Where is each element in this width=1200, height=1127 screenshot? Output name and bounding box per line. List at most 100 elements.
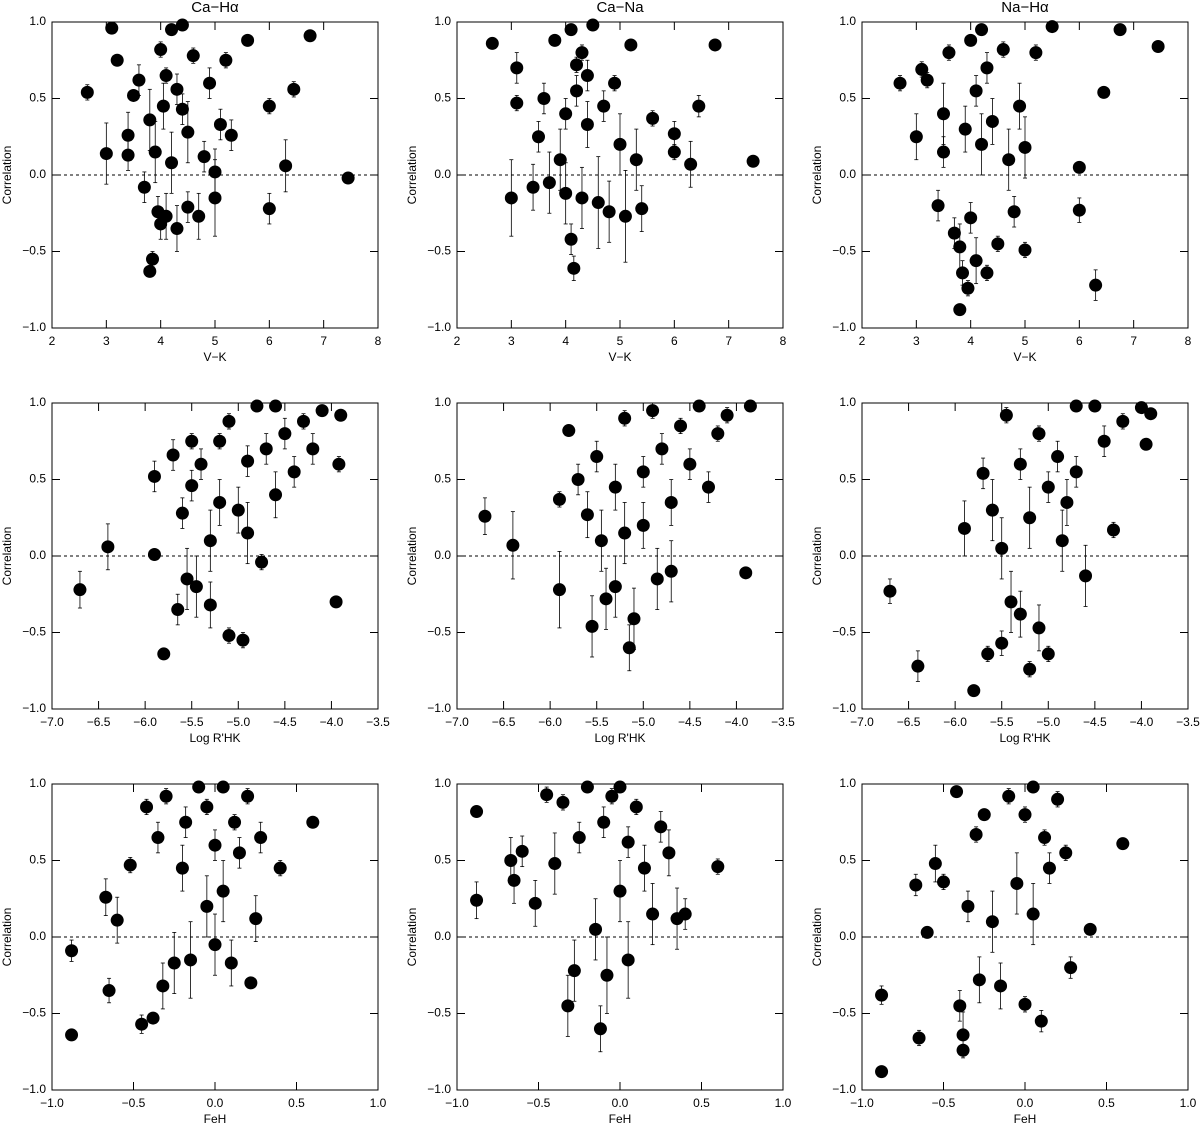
point bbox=[200, 800, 214, 814]
y-axis-label: Correlation bbox=[405, 527, 419, 586]
x-axis-label: FeH bbox=[609, 1112, 632, 1126]
point bbox=[269, 399, 283, 413]
point bbox=[1007, 205, 1021, 219]
point bbox=[154, 43, 168, 57]
point bbox=[621, 953, 635, 967]
point bbox=[655, 442, 669, 456]
y-tick-label: 1.0 bbox=[29, 14, 46, 28]
point bbox=[602, 205, 616, 219]
point bbox=[909, 130, 923, 144]
point bbox=[746, 154, 760, 168]
point bbox=[228, 815, 242, 829]
point bbox=[515, 844, 529, 858]
point bbox=[1010, 876, 1024, 890]
x-tick-label: 4 bbox=[562, 334, 569, 348]
point bbox=[570, 84, 584, 98]
point bbox=[143, 113, 157, 127]
x-tick-label: 7 bbox=[725, 334, 732, 348]
point bbox=[627, 612, 641, 626]
point bbox=[189, 580, 203, 594]
point bbox=[964, 211, 978, 225]
x-axis-label: V−K bbox=[1013, 350, 1036, 364]
point bbox=[146, 1011, 160, 1025]
y-tick-label: 0.5 bbox=[839, 91, 856, 105]
point bbox=[909, 878, 923, 892]
point bbox=[613, 780, 627, 794]
point bbox=[224, 128, 238, 142]
point bbox=[213, 434, 227, 448]
y-tick-label: −0.5 bbox=[427, 1006, 451, 1020]
point bbox=[635, 202, 649, 216]
point bbox=[121, 148, 135, 162]
point bbox=[622, 641, 636, 655]
point bbox=[920, 925, 934, 939]
x-tick-label: −0.5 bbox=[527, 1096, 551, 1110]
point bbox=[231, 503, 245, 517]
x-tick-label: −4.0 bbox=[725, 715, 749, 729]
point bbox=[575, 191, 589, 205]
point bbox=[553, 153, 567, 167]
point bbox=[470, 805, 484, 819]
point bbox=[510, 96, 524, 110]
y-tick-label: 1.0 bbox=[839, 395, 856, 409]
point bbox=[875, 988, 889, 1002]
x-tick-label: 3 bbox=[103, 334, 110, 348]
point bbox=[711, 427, 725, 441]
point bbox=[883, 584, 897, 598]
point bbox=[1088, 399, 1102, 413]
y-tick-label: 0.5 bbox=[434, 91, 451, 105]
point bbox=[185, 434, 199, 448]
point bbox=[213, 495, 227, 509]
point bbox=[1002, 153, 1016, 167]
x-tick-label: −5.5 bbox=[585, 715, 609, 729]
x-tick-label: 2 bbox=[454, 334, 461, 348]
point bbox=[580, 508, 594, 522]
point bbox=[1013, 457, 1027, 471]
point bbox=[977, 808, 991, 822]
point bbox=[526, 180, 540, 194]
point bbox=[315, 404, 329, 418]
point bbox=[165, 156, 179, 170]
point bbox=[708, 38, 722, 52]
point bbox=[969, 827, 983, 841]
point bbox=[667, 127, 681, 141]
x-tick-label: −7.0 bbox=[850, 715, 874, 729]
y-tick-label: 1.0 bbox=[29, 395, 46, 409]
point bbox=[976, 466, 990, 480]
y-tick-label: −0.5 bbox=[427, 244, 451, 258]
x-axis-label: Log R'HK bbox=[190, 731, 241, 745]
point bbox=[571, 473, 585, 486]
point bbox=[692, 399, 706, 413]
point bbox=[1026, 780, 1040, 794]
point bbox=[147, 547, 161, 561]
point bbox=[200, 899, 214, 913]
point bbox=[278, 427, 292, 441]
x-tick-label: 2 bbox=[49, 334, 56, 348]
point bbox=[953, 999, 967, 1013]
point bbox=[1106, 523, 1120, 537]
point bbox=[80, 85, 94, 99]
point bbox=[995, 541, 1009, 555]
point bbox=[156, 99, 170, 113]
point bbox=[911, 659, 925, 673]
point bbox=[287, 465, 301, 479]
point bbox=[937, 145, 950, 159]
point bbox=[254, 831, 268, 845]
point bbox=[1051, 792, 1065, 806]
point bbox=[194, 457, 208, 471]
point bbox=[175, 18, 189, 32]
point bbox=[972, 973, 986, 987]
x-tick-label: 0.0 bbox=[207, 1096, 224, 1110]
panel-title: Ca−Na bbox=[596, 0, 644, 16]
x-axis-label: FeH bbox=[1014, 1112, 1037, 1126]
point bbox=[132, 73, 146, 87]
point bbox=[621, 835, 635, 849]
point bbox=[269, 488, 283, 502]
point bbox=[975, 23, 989, 37]
x-tick-label: 4 bbox=[967, 334, 974, 348]
point bbox=[580, 118, 594, 132]
point bbox=[1023, 662, 1037, 676]
point bbox=[994, 979, 1008, 993]
point bbox=[159, 209, 173, 223]
point bbox=[303, 29, 317, 43]
